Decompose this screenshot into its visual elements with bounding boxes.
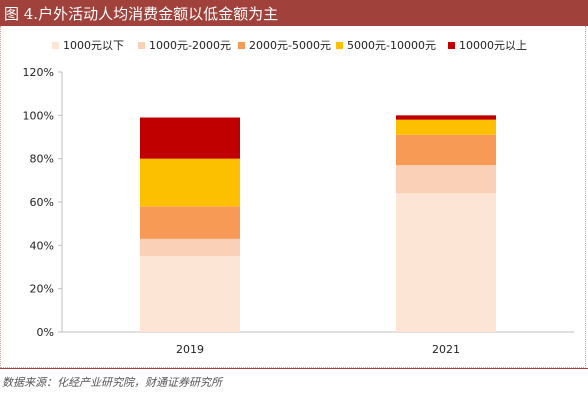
- bar-2021-series-5: [396, 115, 496, 120]
- chart-frame: [0, 26, 586, 368]
- figure-title: 图 4.户外活动人均消费金额以低金额为主: [4, 5, 279, 23]
- bar-2019-series-1: [140, 256, 240, 332]
- legend-swatch-3: [238, 42, 245, 49]
- y-tick-label-60: 60%: [30, 196, 54, 209]
- bar-2019-series-4: [140, 158, 240, 207]
- bar-2019-series-3: [140, 206, 240, 239]
- stacked-bar-chart: 1000元以下 1000元-2000元 2000元-5000元 5000元-10000…: [23, 39, 574, 356]
- figure-header: 图 4.户外活动人均消费金额以低金额为主: [0, 0, 588, 26]
- y-tick-label-20: 20%: [30, 283, 54, 296]
- legend-label-5: 10000元以上: [459, 39, 527, 52]
- bar-2019-series-2: [140, 238, 240, 257]
- legend-swatch-4: [336, 42, 343, 49]
- bar-2021-series-4: [396, 119, 496, 135]
- legend-label-3: 2000元-5000元: [249, 39, 331, 52]
- bar-2021-series-3: [396, 134, 496, 166]
- legend-swatch-1: [52, 42, 59, 49]
- y-tick-label-40: 40%: [30, 239, 54, 252]
- x-tick-label-2021: 2021: [432, 343, 460, 356]
- bar-2021-series-1: [396, 193, 496, 332]
- source-note: 数据来源：化经产业研究院，财通证券研究所: [2, 376, 222, 389]
- legend-label-2: 1000元-2000元: [149, 39, 231, 52]
- legend-swatch-2: [138, 42, 145, 49]
- x-tick-label-2019: 2019: [176, 343, 204, 356]
- legend-swatch-5: [448, 42, 455, 49]
- legend-label-1: 1000元以下: [63, 39, 124, 52]
- bar-2021-series-2: [396, 165, 496, 194]
- y-tick-label-0: 0%: [37, 326, 54, 339]
- y-tick-label-80: 80%: [30, 153, 54, 166]
- bar-2019-series-5: [140, 117, 240, 159]
- legend-label-4: 5000元-10000元: [347, 39, 436, 52]
- y-tick-label-100: 100%: [23, 109, 54, 122]
- y-tick-label-120: 120%: [23, 66, 54, 79]
- bottom-rule: [0, 368, 588, 369]
